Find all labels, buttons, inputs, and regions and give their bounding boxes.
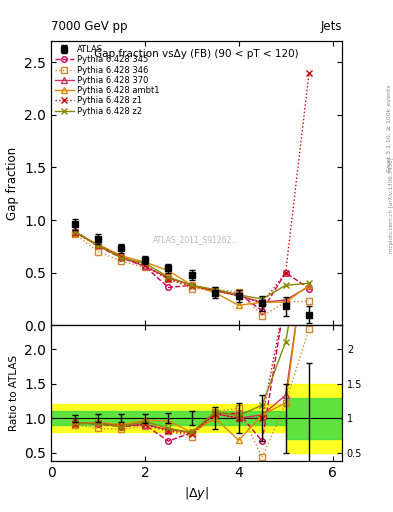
Pythia 6.428 346 [72, 230, 77, 237]
Pythia 6.428 370 [260, 299, 264, 305]
Pythia 6.428 z2 [166, 274, 171, 280]
Line: Pythia 6.428 346: Pythia 6.428 346 [72, 231, 312, 318]
Pythia 6.428 ambt1 [189, 282, 194, 288]
Pythia 6.428 345 [119, 255, 124, 261]
Pythia 6.428 345 [95, 243, 100, 249]
Pythia 6.428 370 [236, 293, 241, 299]
Text: ATLAS_2011_S91262...: ATLAS_2011_S91262... [153, 236, 240, 245]
Pythia 6.428 370 [189, 282, 194, 288]
Pythia 6.428 ambt1 [213, 290, 218, 296]
Pythia 6.428 ambt1 [143, 259, 147, 265]
Pythia 6.428 346 [119, 258, 124, 264]
Pythia 6.428 z1 [119, 254, 124, 260]
Line: Pythia 6.428 ambt1: Pythia 6.428 ambt1 [72, 230, 312, 308]
Pythia 6.428 346 [283, 299, 288, 305]
X-axis label: $|\Delta y|$: $|\Delta y|$ [184, 485, 209, 502]
Pythia 6.428 370 [307, 283, 311, 289]
Pythia 6.428 370 [283, 297, 288, 303]
Pythia 6.428 z2 [307, 280, 311, 286]
Line: Pythia 6.428 z1: Pythia 6.428 z1 [72, 70, 312, 306]
Text: Jets: Jets [320, 20, 342, 33]
Pythia 6.428 z1 [307, 70, 311, 76]
Pythia 6.428 z1 [260, 300, 264, 306]
Pythia 6.428 z2 [260, 296, 264, 302]
Pythia 6.428 345 [236, 291, 241, 297]
Pythia 6.428 370 [143, 263, 147, 269]
Pythia 6.428 z1 [236, 293, 241, 299]
Pythia 6.428 370 [95, 242, 100, 248]
Pythia 6.428 z1 [213, 288, 218, 294]
Pythia 6.428 346 [236, 289, 241, 295]
Pythia 6.428 346 [166, 276, 171, 282]
Text: Gap fraction vsΔy (FB) (90 < pT < 120): Gap fraction vsΔy (FB) (90 < pT < 120) [94, 50, 299, 59]
Y-axis label: Ratio to ATLAS: Ratio to ATLAS [9, 355, 19, 431]
Pythia 6.428 370 [72, 228, 77, 234]
Pythia 6.428 345 [213, 288, 218, 294]
Pythia 6.428 346 [95, 248, 100, 254]
Pythia 6.428 345 [143, 263, 147, 269]
Pythia 6.428 z2 [143, 260, 147, 266]
Pythia 6.428 345 [283, 270, 288, 276]
Text: 7000 GeV pp: 7000 GeV pp [51, 20, 128, 33]
Pythia 6.428 z2 [95, 242, 100, 248]
Pythia 6.428 z2 [283, 282, 288, 288]
Pythia 6.428 346 [189, 285, 194, 291]
Pythia 6.428 370 [213, 288, 218, 294]
Pythia 6.428 z2 [213, 287, 218, 293]
Text: Rivet 3.1.10, ≥ 100k events: Rivet 3.1.10, ≥ 100k events [387, 84, 391, 172]
Y-axis label: Gap fraction: Gap fraction [6, 146, 19, 220]
Pythia 6.428 ambt1 [283, 299, 288, 305]
Pythia 6.428 z1 [95, 242, 100, 248]
Pythia 6.428 345 [166, 284, 171, 290]
Pythia 6.428 370 [166, 275, 171, 281]
Pythia 6.428 346 [260, 313, 264, 319]
Pythia 6.428 z2 [72, 228, 77, 234]
Pythia 6.428 346 [307, 298, 311, 304]
Pythia 6.428 z1 [283, 270, 288, 276]
Pythia 6.428 ambt1 [119, 253, 124, 259]
Pythia 6.428 370 [119, 254, 124, 260]
Legend: ATLAS, Pythia 6.428 345, Pythia 6.428 346, Pythia 6.428 370, Pythia 6.428 ambt1,: ATLAS, Pythia 6.428 345, Pythia 6.428 34… [53, 44, 161, 117]
Pythia 6.428 z2 [189, 282, 194, 288]
Pythia 6.428 z2 [119, 255, 124, 261]
Pythia 6.428 ambt1 [72, 229, 77, 236]
Pythia 6.428 z1 [189, 283, 194, 289]
Pythia 6.428 346 [213, 287, 218, 293]
Pythia 6.428 345 [189, 282, 194, 288]
Line: Pythia 6.428 370: Pythia 6.428 370 [72, 229, 312, 305]
Pythia 6.428 z1 [143, 262, 147, 268]
Pythia 6.428 ambt1 [236, 302, 241, 308]
Pythia 6.428 345 [72, 227, 77, 233]
Pythia 6.428 345 [307, 285, 311, 291]
Pythia 6.428 ambt1 [166, 268, 171, 274]
Pythia 6.428 z2 [236, 292, 241, 298]
Pythia 6.428 ambt1 [95, 241, 100, 247]
Pythia 6.428 ambt1 [260, 299, 264, 305]
Pythia 6.428 z1 [72, 229, 77, 236]
Pythia 6.428 z1 [166, 276, 171, 282]
Pythia 6.428 345 [260, 308, 264, 314]
Pythia 6.428 346 [143, 264, 147, 270]
Text: mcplots.cern.ch [arXiv:1306.3436]: mcplots.cern.ch [arXiv:1306.3436] [389, 157, 393, 252]
Line: Pythia 6.428 z2: Pythia 6.428 z2 [72, 229, 312, 302]
Pythia 6.428 ambt1 [307, 282, 311, 288]
Line: Pythia 6.428 345: Pythia 6.428 345 [72, 228, 312, 313]
